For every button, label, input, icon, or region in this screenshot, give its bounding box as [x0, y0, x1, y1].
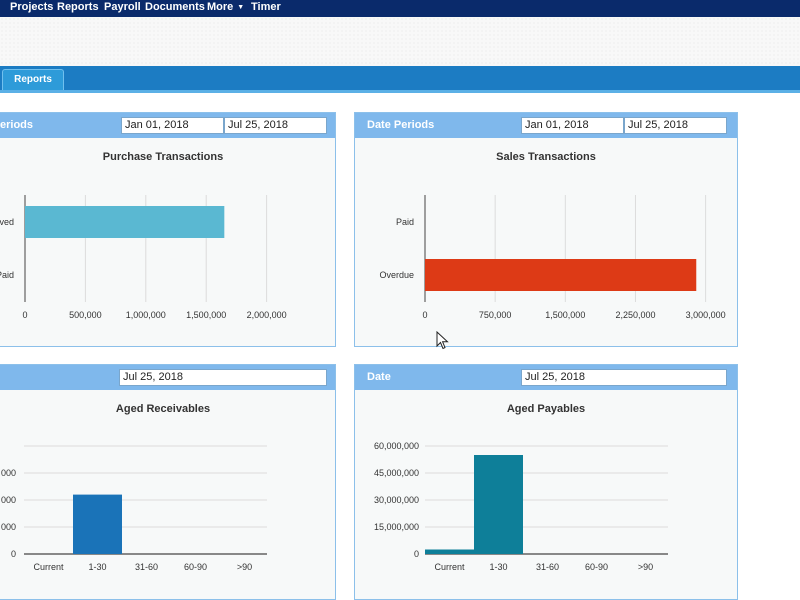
y-category-label: Overdue — [379, 270, 414, 280]
bar — [474, 455, 523, 554]
date-to-field[interactable]: Jul 25, 2018 — [224, 117, 327, 134]
nav-reports[interactable]: Reports — [57, 1, 99, 13]
x-tick-label: 0 — [422, 310, 427, 320]
y-tick-label: 45,000,000 — [374, 468, 419, 478]
x-category-label: >90 — [237, 562, 252, 572]
x-category-label: 60-90 — [184, 562, 207, 572]
x-tick-label: 3,000,000 — [686, 310, 726, 320]
y-tick-label: 000 — [1, 495, 16, 505]
x-tick-label: 1,500,000 — [545, 310, 585, 320]
date-from-field[interactable]: Jan 01, 2018 — [121, 117, 224, 134]
x-tick-label: 1,500,000 — [186, 310, 226, 320]
chart-title: Aged Payables — [506, 403, 586, 415]
date-from-field[interactable]: Jan 01, 2018 — [521, 117, 624, 134]
aged-payables-panel: Date Jul 25, 2018 Aged Payables — [354, 364, 738, 600]
x-category-label: 60-90 — [585, 562, 608, 572]
x-tick-label: 2,250,000 — [615, 310, 655, 320]
x-category-label: 31-60 — [536, 562, 559, 572]
date-periods-label: eriods — [0, 119, 34, 131]
x-category-label: >90 — [638, 562, 653, 572]
y-tick-label: 15,000,000 — [374, 522, 419, 532]
nav-timer[interactable]: Timer — [251, 1, 281, 13]
aged-receivables-panel: Jul 25, 2018 Aged Receivables — [0, 364, 336, 600]
date-periods-label: Date Periods — [367, 119, 435, 131]
mouse-pointer-icon — [436, 331, 449, 350]
y-tick-label: 000 — [1, 522, 16, 532]
bar — [425, 259, 697, 291]
chart-title: Sales Transactions — [496, 151, 596, 163]
x-tick-label: 0 — [22, 310, 27, 320]
y-tick-label: 30,000,000 — [374, 495, 419, 505]
x-tick-label: 2,000,000 — [247, 310, 287, 320]
date-label: Date — [367, 371, 391, 383]
as-of-date-field[interactable]: Jul 25, 2018 — [521, 369, 727, 386]
nav-payroll[interactable]: Payroll — [104, 1, 141, 13]
x-tick-label: 1,000,000 — [126, 310, 166, 320]
x-category-label: Current — [33, 562, 64, 572]
header-band — [0, 17, 800, 67]
y-tick-label: 0 — [414, 549, 419, 559]
y-tick-label: 0 — [11, 549, 16, 559]
tab-bar: Reports — [0, 66, 800, 93]
nav-projects[interactable]: Projects — [10, 1, 54, 13]
bar — [25, 206, 225, 238]
y-tick-label: 000 — [1, 468, 16, 478]
panel-header: Jul 25, 2018 — [0, 365, 335, 390]
date-to-field[interactable]: Jul 25, 2018 — [624, 117, 727, 134]
panel-header: Date Periods Jan 01, 2018 Jul 25, 2018 — [355, 113, 737, 138]
panel-header: eriods Jan 01, 2018 Jul 25, 2018 — [0, 113, 335, 138]
bar — [425, 549, 474, 554]
tab-reports[interactable]: Reports — [2, 69, 64, 90]
sales-transactions-panel: Date Periods Jan 01, 2018 Jul 25, 2018 S… — [354, 112, 738, 347]
as-of-date-field[interactable]: Jul 25, 2018 — [119, 369, 327, 386]
x-category-label: 31-60 — [135, 562, 158, 572]
x-category-label: 1-30 — [489, 562, 507, 572]
chart-title: Aged Receivables — [115, 403, 211, 415]
nav-documents[interactable]: Documents — [145, 1, 205, 13]
y-category-label: Paid — [0, 270, 14, 280]
panel-header: Date Jul 25, 2018 — [355, 365, 737, 390]
x-category-label: Current — [434, 562, 465, 572]
chart-title: Purchase Transactions — [102, 151, 224, 163]
x-tick-label: 750,000 — [479, 310, 512, 320]
y-category-label: roved — [0, 217, 14, 227]
x-tick-label: 500,000 — [69, 310, 102, 320]
chevron-down-icon: ▼ — [237, 4, 245, 11]
y-category-label: Paid — [396, 217, 414, 227]
nav-more[interactable]: More ▼ — [207, 1, 244, 13]
top-navigation-bar: Projects Reports Payroll Documents More ▼… — [0, 0, 800, 17]
bar — [73, 494, 122, 554]
y-tick-label: 60,000,000 — [374, 441, 419, 451]
x-category-label: 1-30 — [88, 562, 106, 572]
nav-more-label: More — [207, 1, 234, 13]
